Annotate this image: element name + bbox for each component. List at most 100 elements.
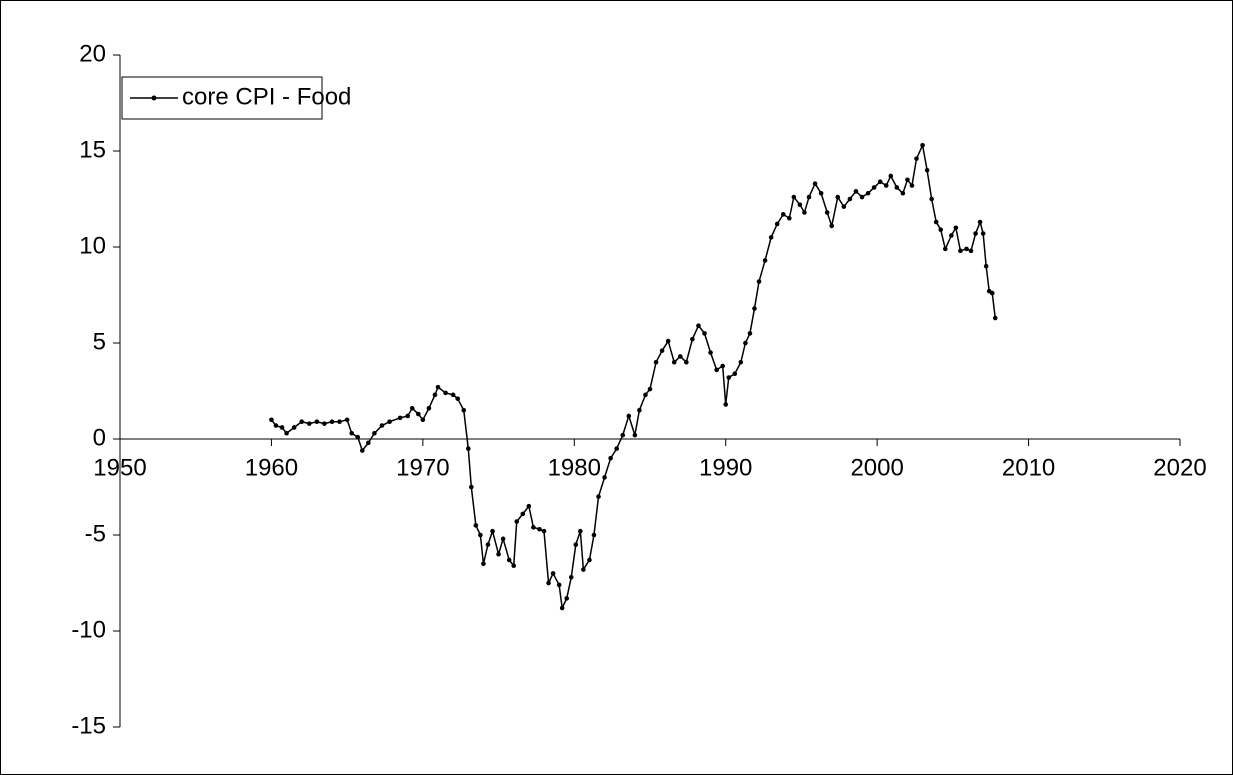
series-marker: [989, 290, 995, 296]
series-marker: [469, 484, 474, 490]
series-marker: [432, 392, 438, 398]
series-marker: [980, 231, 986, 236]
series-marker: [550, 571, 556, 576]
series-marker: [938, 227, 944, 233]
series-marker: [762, 258, 768, 263]
series-marker: [992, 315, 998, 321]
series-marker: [914, 156, 919, 161]
series-marker: [322, 421, 327, 426]
series-marker: [933, 219, 939, 225]
series-marker: [726, 375, 732, 380]
y-tick-label: 20: [79, 40, 106, 67]
series-marker: [684, 359, 689, 365]
series-marker: [372, 430, 377, 436]
series-marker: [291, 425, 297, 430]
series-marker: [953, 225, 959, 231]
series-marker: [366, 440, 371, 446]
series-marker: [496, 551, 501, 557]
series-marker: [591, 532, 597, 538]
series-marker: [841, 204, 847, 209]
series-marker: [596, 494, 601, 499]
series-marker: [520, 511, 526, 517]
y-tick-label: 0: [93, 424, 106, 451]
x-tick-label: 1980: [548, 454, 601, 481]
series-marker: [949, 233, 954, 238]
series-marker: [409, 405, 415, 411]
y-tick-label: 15: [79, 136, 106, 163]
series-marker: [909, 183, 915, 188]
series-marker: [420, 417, 426, 423]
x-tick-label: 1950: [93, 454, 146, 481]
series-marker: [812, 181, 818, 186]
series-marker: [387, 419, 392, 425]
series-marker: [747, 331, 753, 336]
series-marker: [671, 359, 677, 365]
legend-label: core CPI - Food: [182, 83, 351, 110]
series-marker: [314, 419, 320, 425]
series-marker: [344, 417, 350, 423]
series-marker: [405, 413, 411, 419]
series-marker: [514, 519, 520, 524]
series-marker: [355, 434, 361, 440]
series-marker: [329, 419, 335, 425]
series-marker: [397, 415, 403, 421]
series-marker: [659, 348, 665, 353]
series-marker: [859, 194, 865, 200]
series-marker: [894, 185, 900, 190]
series-marker: [905, 177, 910, 183]
x-tick-label: 2010: [1002, 454, 1055, 481]
series-marker: [359, 448, 365, 453]
series-marker: [883, 183, 889, 188]
series-marker: [349, 430, 354, 436]
series-marker: [877, 179, 883, 185]
series-marker: [824, 210, 830, 215]
series-marker: [537, 526, 542, 532]
series-marker: [780, 212, 786, 217]
series-marker: [450, 392, 456, 398]
series-marker: [647, 386, 653, 392]
x-tick-label: 2020: [1153, 454, 1206, 481]
series-marker: [568, 574, 574, 580]
series-marker: [818, 190, 824, 196]
series-marker: [847, 196, 853, 202]
series-marker: [478, 532, 483, 538]
series-marker: [578, 528, 583, 534]
series-marker: [284, 430, 289, 436]
series-marker: [964, 246, 969, 252]
x-tick-label: 2000: [850, 454, 903, 481]
series-marker: [929, 196, 934, 202]
series-marker: [871, 185, 877, 190]
series-marker: [677, 354, 683, 359]
series-marker: [564, 596, 570, 601]
series-marker: [541, 528, 547, 534]
series-marker: [888, 173, 894, 179]
series-marker: [461, 407, 467, 413]
y-tick-label: 10: [79, 232, 106, 259]
series-marker: [620, 432, 626, 438]
legend: core CPI - Food: [121, 76, 351, 120]
series-marker: [797, 202, 803, 208]
series-marker: [732, 371, 738, 377]
series-marker: [643, 392, 648, 398]
series-marker: [806, 194, 812, 200]
series-marker: [756, 279, 762, 284]
series-marker: [485, 542, 491, 547]
series-marker: [443, 390, 448, 396]
series-marker: [787, 215, 792, 221]
series-marker: [506, 557, 512, 563]
series-marker: [723, 402, 729, 407]
series-marker: [500, 536, 506, 542]
series-marker: [865, 190, 871, 196]
y-tick-label: -10: [71, 616, 106, 643]
series-marker: [665, 338, 671, 344]
series-marker: [279, 425, 285, 430]
series-marker: [637, 407, 642, 413]
series-marker: [968, 248, 974, 254]
series-marker: [455, 396, 460, 401]
series-marker: [556, 582, 562, 588]
y-tick-label: -15: [71, 712, 106, 739]
series-marker: [632, 432, 638, 438]
series-marker: [435, 384, 441, 390]
